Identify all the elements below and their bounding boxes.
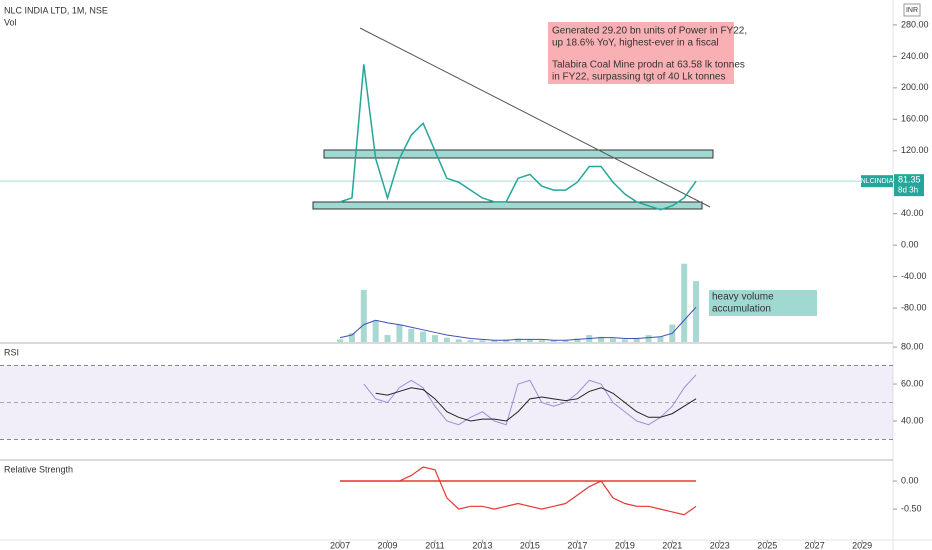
volume-bar [515,338,522,342]
annotation-text: Generated 29.20 bn units of Power in FY2… [552,26,747,37]
volume-bar [621,339,628,342]
volume-bar [384,335,391,342]
x-tick-label: 2017 [567,540,587,550]
volume-bar [443,337,450,342]
x-tick-label: 2007 [330,540,350,550]
y-tick-label: 0.00 [901,240,919,250]
y-tick-label: 120.00 [901,145,929,155]
y-tick-label: 0.00 [901,475,919,485]
x-tick-label: 2027 [805,540,825,550]
currency: INR [906,7,918,14]
volume-bar [633,338,640,342]
volume-bar [645,335,652,342]
volume-bar [609,338,616,342]
volume-bar [408,328,415,342]
volume-bar [420,331,427,342]
y-tick-label: 280.00 [901,19,929,29]
symbol-title: NLC INDIA LTD, 1M, NSE [4,5,108,15]
symbol-tag [861,175,893,188]
resistance-channel [323,149,714,159]
x-tick-label: 2029 [852,540,872,550]
y-tick-label: -40.00 [901,271,927,281]
volume-bar [598,336,605,342]
annotation-text: heavy volume [712,292,774,303]
x-tick-label: 2025 [757,540,777,550]
volume-bar [431,335,438,342]
volume-bar [526,339,533,342]
volume-bar [657,336,664,342]
volume-bar [396,324,403,342]
volume-bar [491,340,498,342]
volume-bar [693,281,700,342]
volume-bar [550,340,557,342]
y-tick-label: 40.00 [901,415,924,425]
y-tick-label: 240.00 [901,51,929,61]
volume-bar [562,340,569,342]
rs-title: Relative Strength [4,464,73,474]
annotation-text: in FY22, surpassing tgt of 40 Lk tonnes [552,72,725,83]
symbol-tag-label: NLCINDIA [861,178,894,185]
volume-bar [372,320,379,342]
volume-bar [337,339,344,342]
x-tick-label: 2009 [378,540,398,550]
price-line [339,64,697,211]
y-tick-label: -80.00 [901,302,927,312]
annotation-text: up 18.6% YoY, highest-ever in a fiscal [552,38,719,49]
y-tick-label: 40.00 [901,208,924,218]
annotation-box [548,22,734,84]
currency-box [903,3,921,17]
rsi-line [363,374,697,426]
relative-strength-line [340,466,697,516]
y-tick-label: 80.00 [901,341,924,351]
annotation-box [709,290,817,316]
rsi-ma [375,387,697,422]
volume-bar [681,263,688,342]
annotation-text: Talabira Coal Mine prodn at 63.58 lk ton… [552,60,745,71]
volume-bar [467,340,474,342]
volume-bar [538,340,545,342]
x-tick-label: 2011 [425,540,444,550]
volume-bar [348,333,355,342]
last-price-label: 81.35 [898,175,921,185]
countdown: 8d 3h [898,185,918,194]
volume-bar [479,340,486,342]
x-tick-label: 2015 [520,540,540,550]
volume-ma [339,306,697,341]
x-tick-label: 2023 [710,540,730,550]
y-tick-label: -0.50 [901,503,922,513]
volume-bar [360,289,367,342]
annotation-text: accumulation [712,304,771,315]
volume-bar [574,338,581,342]
y-tick-label: 160.00 [901,114,929,124]
y-tick-label: 200.00 [901,82,929,92]
volume-bar [455,339,462,342]
x-tick-label: 2019 [615,540,635,550]
support-channel [312,201,703,210]
trend-line [359,27,711,208]
x-tick-label: 2013 [472,540,492,550]
volume-label: Vol [4,17,17,27]
y-tick-label: 60.00 [901,378,924,388]
x-tick-label: 2021 [662,540,682,550]
rsi-title: RSI [4,347,19,357]
last-price-tag [894,174,924,197]
